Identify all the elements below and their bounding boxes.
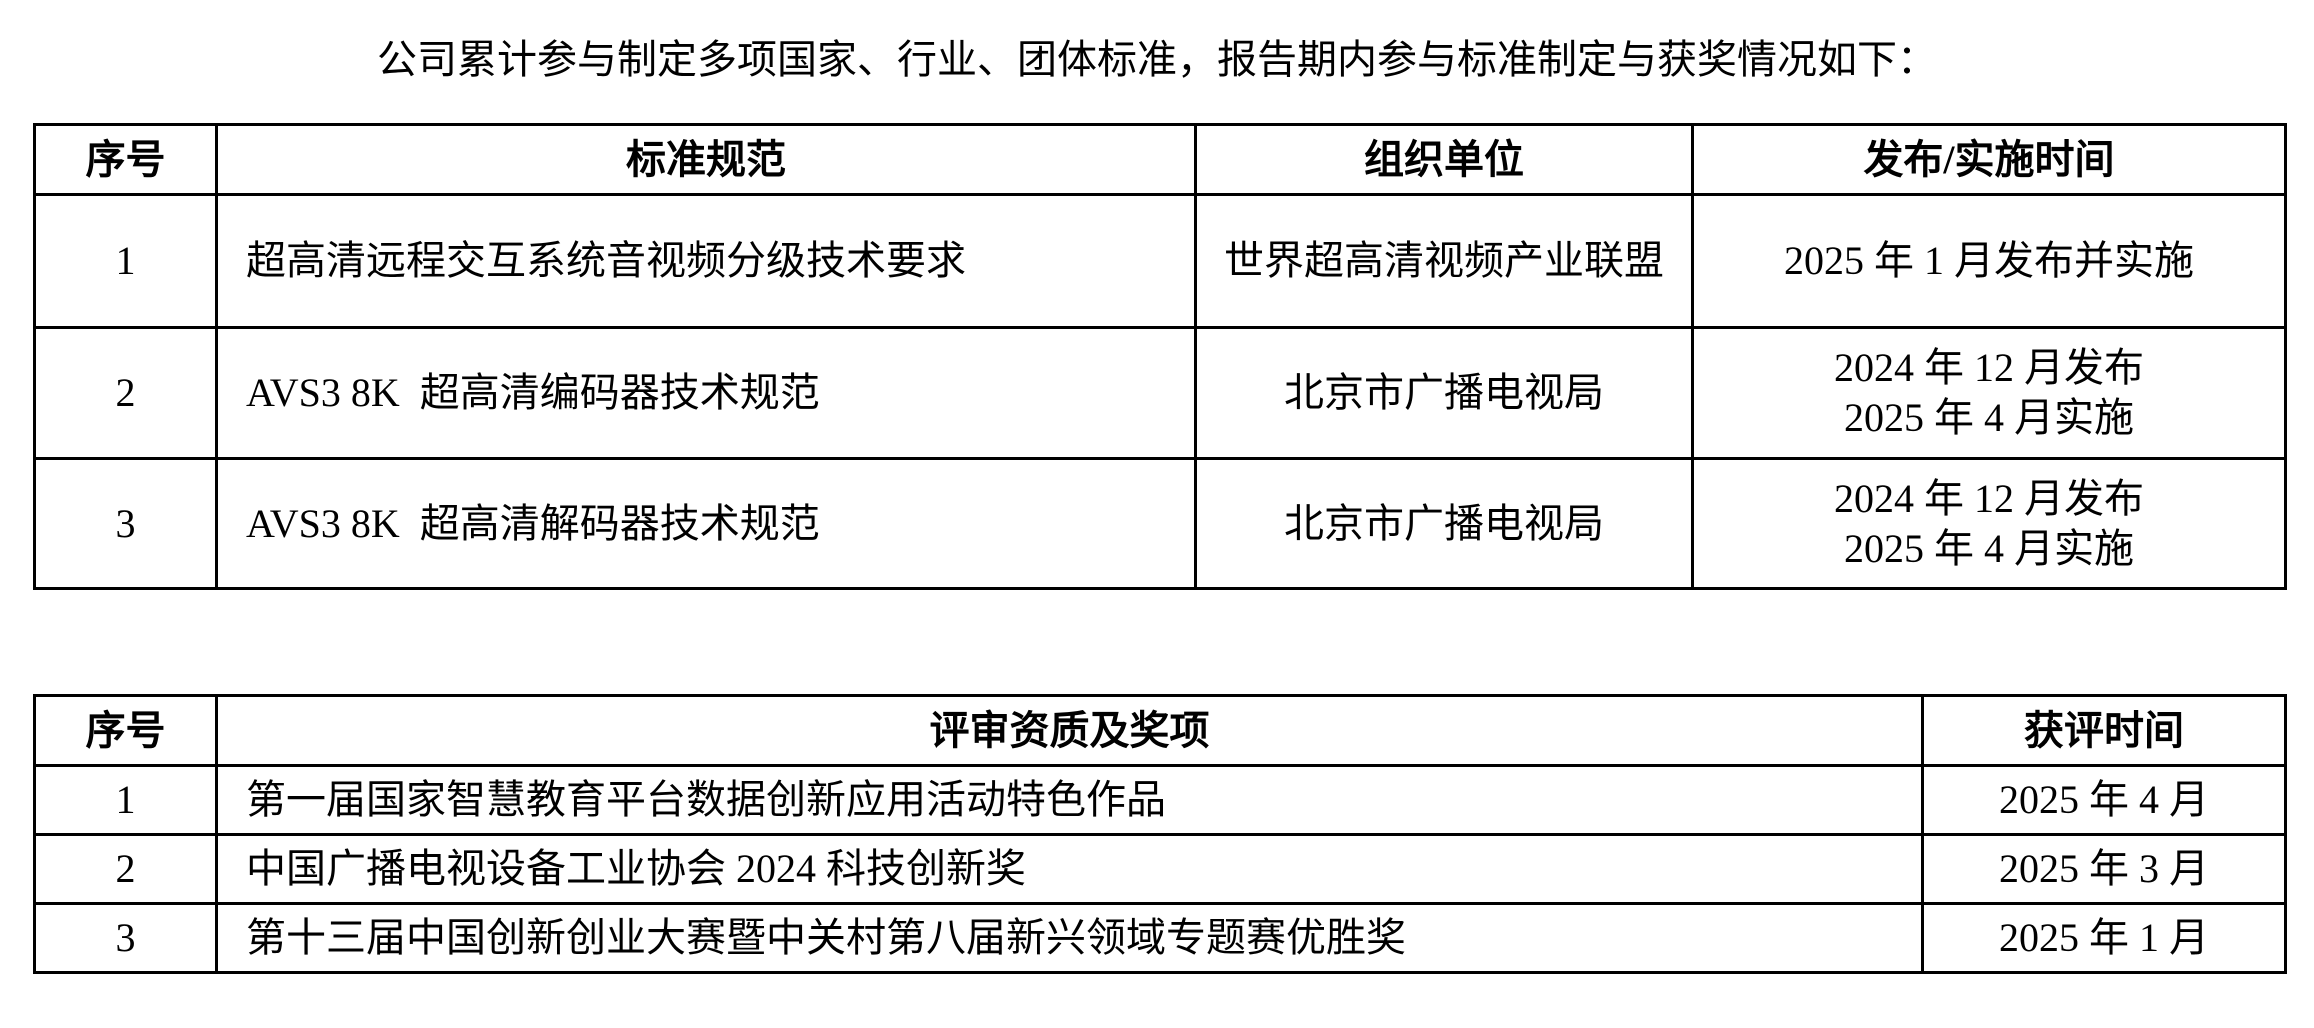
cell-org: 北京市广播电视局 [1194,326,1694,460]
table-row: 2 AVS3 8K 超高清编码器技术规范 北京市广播电视局 2024 年 12 … [33,326,2287,460]
cell-org: 世界超高清视频产业联盟 [1194,193,1694,329]
cell-award: 中国广播电视设备工业协会 2024 科技创新奖 [215,833,1924,905]
cell-no: 3 [33,457,218,590]
cell-standard: AVS3 8K 超高清编码器技术规范 [215,326,1197,460]
cell-no: 1 [33,193,218,329]
header-no: 序号 [33,694,218,767]
standards-table: 序号 标准规范 组织单位 发布/实施时间 1 超高清远程交互系统音视频分级技术要… [33,123,2287,590]
cell-no: 3 [33,902,218,974]
header-award: 评审资质及奖项 [215,694,1924,767]
cell-no: 2 [33,833,218,905]
cell-no: 1 [33,764,218,836]
cell-time: 2025 年 3 月 [1921,833,2287,905]
cell-no: 2 [33,326,218,460]
cell-standard: 超高清远程交互系统音视频分级技术要求 [215,193,1197,329]
cell-award: 第十三届中国创新创业大赛暨中关村第八届新兴领域专题赛优胜奖 [215,902,1924,974]
table-header-row: 序号 评审资质及奖项 获评时间 [33,694,2287,767]
header-time: 获评时间 [1921,694,2287,767]
publish-date: 2024 年 12 月发布 [1834,345,2144,390]
header-org: 组织单位 [1194,123,1694,196]
header-time: 发布/实施时间 [1691,123,2287,196]
table-row: 3 AVS3 8K 超高清解码器技术规范 北京市广播电视局 2024 年 12 … [33,457,2287,590]
table-row: 2 中国广播电视设备工业协会 2024 科技创新奖 2025 年 3 月 [33,833,2287,905]
cell-org: 北京市广播电视局 [1194,457,1694,590]
cell-time: 2025 年 1 月发布并实施 [1691,193,2287,329]
effective-date: 2025 年 4 月实施 [1844,395,2134,440]
cell-time: 2024 年 12 月发布 2025 年 4 月实施 [1691,326,2287,460]
publish-date: 2024 年 12 月发布 [1834,475,2144,521]
intro-paragraph: 公司累计参与制定多项国家、行业、团体标准，报告期内参与标准制定与获奖情况如下： [377,37,1937,82]
awards-table: 序号 评审资质及奖项 获评时间 1 第一届国家智慧教育平台数据创新应用活动特色作… [33,694,2287,974]
table-row: 1 第一届国家智慧教育平台数据创新应用活动特色作品 2025 年 4 月 [33,764,2287,836]
header-no: 序号 [33,123,218,196]
table-row: 3 第十三届中国创新创业大赛暨中关村第八届新兴领域专题赛优胜奖 2025 年 1… [33,902,2287,974]
cell-time: 2025 年 4 月 [1921,764,2287,836]
effective-date: 2025 年 4 月实施 [1844,525,2134,571]
cell-time: 2024 年 12 月发布 2025 年 4 月实施 [1691,457,2287,590]
cell-standard: AVS3 8K 超高清解码器技术规范 [215,457,1197,590]
header-standard: 标准规范 [215,123,1197,196]
cell-time: 2025 年 1 月 [1921,902,2287,974]
cell-award: 第一届国家智慧教育平台数据创新应用活动特色作品 [215,764,1924,836]
table-row: 1 超高清远程交互系统音视频分级技术要求 世界超高清视频产业联盟 2025 年 … [33,193,2287,329]
table-header-row: 序号 标准规范 组织单位 发布/实施时间 [33,123,2287,196]
